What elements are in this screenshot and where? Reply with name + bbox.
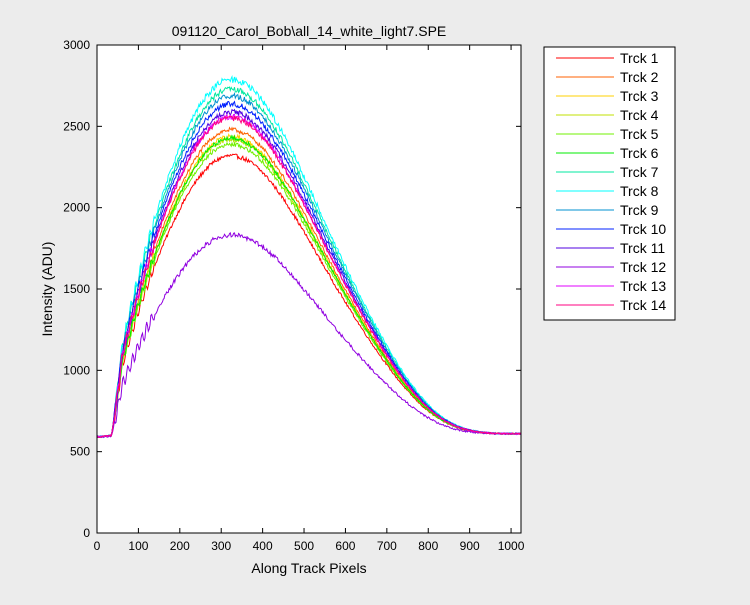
legend-label: Trck 13: [620, 278, 666, 294]
legend-label: Trck 6: [620, 145, 659, 161]
legend-label: Trck 11: [620, 240, 665, 256]
x-tick-label: 600: [335, 539, 355, 553]
legend-label: Trck 10: [620, 221, 666, 237]
y-tick-label: 0: [83, 526, 90, 540]
x-tick-label: 0: [94, 539, 101, 553]
x-tick-label: 900: [460, 539, 480, 553]
legend-label: Trck 7: [620, 164, 659, 180]
legend-label: Trck 4: [620, 107, 659, 123]
tick-layer: 0 100 200 300 400 500 600 700 800 900 1000 0 500 1000…: [63, 38, 524, 553]
x-tick-label: 200: [170, 539, 190, 553]
legend-label: Trck 1: [620, 50, 659, 66]
legend-label: Trck 5: [620, 126, 659, 142]
legend-label: Trck 2: [620, 69, 659, 85]
x-tick-label: 400: [253, 539, 273, 553]
legend-label: Trck 12: [620, 259, 666, 275]
series-layer: [96, 74, 522, 439]
y-tick-label: 1000: [63, 363, 90, 377]
series-line: [96, 231, 522, 439]
x-tick-label: 300: [211, 539, 231, 553]
x-tick-label: 700: [377, 539, 397, 553]
x-tick-label: 500: [294, 539, 314, 553]
y-tick-label: 3000: [63, 38, 90, 52]
x-tick-label: 1000: [498, 539, 525, 553]
series-line: [96, 115, 522, 439]
legend-label: Trck 8: [620, 183, 659, 199]
x-tick-label: 800: [418, 539, 438, 553]
chart-title: 091120_Carol_Bob\all_14_white_light7.SPE: [172, 23, 447, 39]
y-tick-label: 1500: [63, 282, 90, 296]
y-axis-label: Intensity (ADU): [39, 242, 55, 337]
plot-background: [97, 45, 521, 533]
x-axis-label: Along Track Pixels: [251, 560, 366, 576]
legend: Trck 1 Trck 2 Trck 3 Trck 4 Trck 5 Trck 6 Trck…: [543, 46, 676, 321]
legend-label: Trck 14: [620, 297, 666, 313]
legend-box: [543, 46, 676, 321]
y-tick-label: 2000: [63, 201, 90, 215]
legend-label: Trck 3: [620, 88, 659, 104]
y-tick-label: 2500: [63, 119, 90, 133]
x-tick-label: 100: [128, 539, 148, 553]
legend-label: Trck 9: [620, 202, 659, 218]
y-tick-label: 500: [70, 445, 90, 459]
